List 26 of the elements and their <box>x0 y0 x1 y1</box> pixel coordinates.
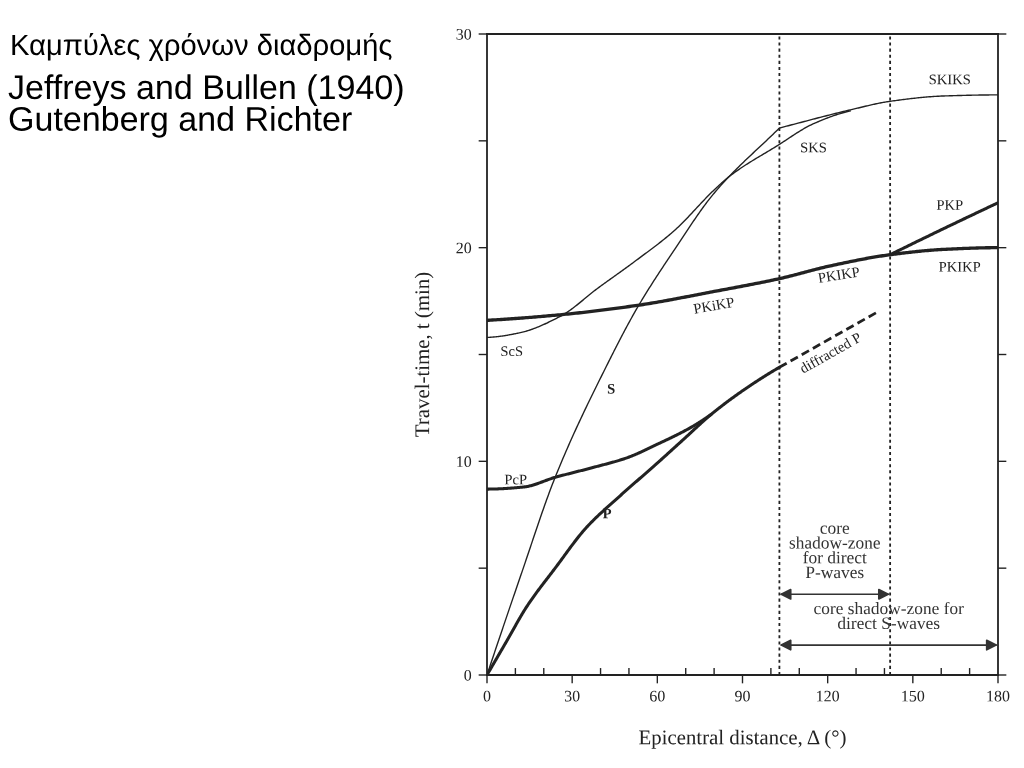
annotation: PKIKP <box>817 267 860 283</box>
x-tick-label: 30 <box>564 690 580 702</box>
y-tick-label: 20 <box>456 242 472 254</box>
x-tick-label: 180 <box>987 690 1010 702</box>
x-tick-label: 90 <box>735 690 750 702</box>
y-tick-label: 30 <box>456 28 472 40</box>
x-tick-label: 120 <box>817 690 840 702</box>
series-label: ScS <box>501 346 523 357</box>
text: Jeffreys and Bullen (1940) Gutenberg and Richter <box>8 74 403 138</box>
x-tick-label: 150 <box>902 690 925 702</box>
annotation: SKIKS <box>929 74 970 85</box>
y-tick-label: 10 <box>457 456 472 468</box>
y-axis-title: Travel-time, t (min) <box>414 272 434 437</box>
text: Καμπύλες χρόνων διαδρομής <box>12 32 392 62</box>
x-tick-label: 60 <box>650 690 665 702</box>
x-axis-title: Epicentral distance, Δ (°) <box>639 729 846 749</box>
annotation: SKS <box>801 142 826 153</box>
x-tick-label: 0 <box>483 690 491 702</box>
series-label: PKIKP <box>939 262 981 272</box>
annotation: core shadow-zone for direct S-waves <box>814 601 964 630</box>
series-label: PcP <box>504 474 527 485</box>
annotation: core shadow-zone for direct P-waves <box>789 525 880 579</box>
y-tick-label: 0 <box>464 669 472 681</box>
series-label: PKP <box>936 200 963 210</box>
annotation: PKiKP <box>693 297 735 314</box>
series-label: S <box>607 383 615 394</box>
